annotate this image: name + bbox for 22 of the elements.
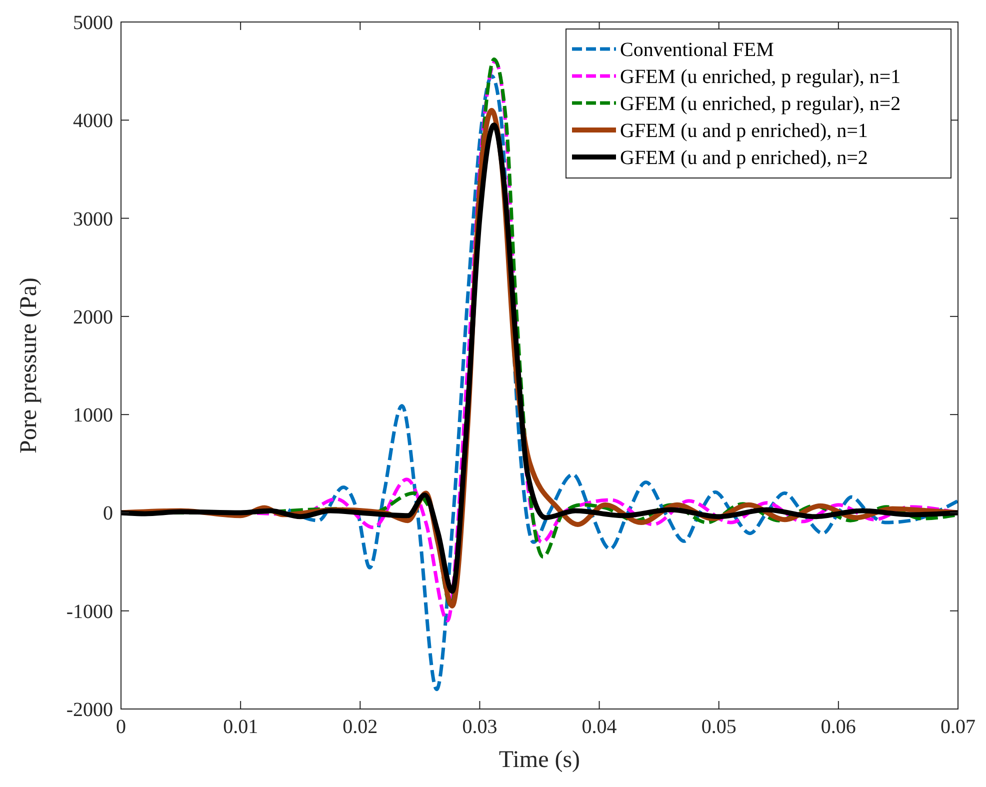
legend-label: GFEM (u and p enriched), n=2 bbox=[620, 147, 868, 169]
y-tick-label: 2000 bbox=[73, 306, 113, 328]
y-axis-title: Pore pressure (Pa) bbox=[16, 278, 42, 454]
y-tick-label: -1000 bbox=[66, 600, 113, 623]
legend-label: Conventional FEM bbox=[620, 39, 774, 61]
x-axis-title: Time (s) bbox=[498, 747, 580, 773]
y-tick-label: 0 bbox=[103, 502, 113, 525]
y-tick-label: 3000 bbox=[73, 208, 113, 230]
y-tick-label: 5000 bbox=[73, 12, 113, 34]
x-tick-label: 0.07 bbox=[940, 716, 976, 738]
legend-label: GFEM (u enriched, p regular), n=1 bbox=[620, 66, 901, 88]
x-tick-label: 0.06 bbox=[820, 716, 856, 738]
legend-label: GFEM (u enriched, p regular), n=2 bbox=[620, 93, 901, 115]
x-tick-label: 0.04 bbox=[582, 716, 617, 738]
x-tick-label: 0.01 bbox=[223, 716, 258, 738]
y-tick-label: 4000 bbox=[73, 110, 113, 132]
x-tick-label: 0.02 bbox=[342, 716, 378, 738]
y-tick-label: 1000 bbox=[73, 404, 113, 427]
x-tick-label: 0.03 bbox=[462, 716, 498, 738]
x-tick-label: 0.05 bbox=[701, 716, 736, 738]
legend-label: GFEM (u and p enriched), n=1 bbox=[620, 120, 868, 142]
y-tick-label: -2000 bbox=[66, 699, 113, 721]
